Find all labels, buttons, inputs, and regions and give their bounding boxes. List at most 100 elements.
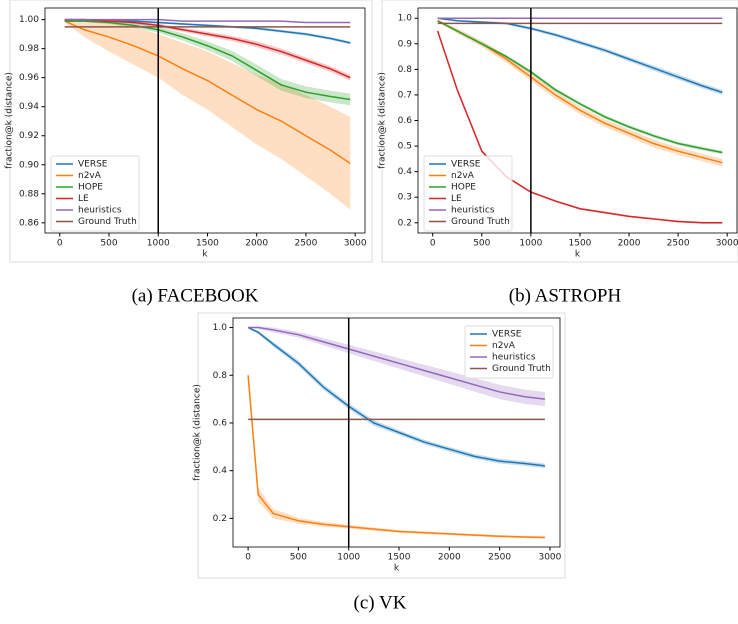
x-tick-label: 500 [100,239,117,249]
legend-label: n2vA [451,171,475,181]
x-tick-label: 2500 [488,553,511,563]
error-band [207,51,233,128]
error-band [281,83,306,177]
legend-label: VERSE [451,160,481,170]
series-line [64,20,351,164]
y-tick-label: 0.3 [398,193,412,203]
y-tick-label: 0.90 [19,160,39,170]
series-line [64,20,351,101]
series-line [64,18,351,79]
x-tick-label: 0 [430,239,436,249]
caption: (a) FACEBOOK [132,285,259,306]
y-tick-label: 0.92 [19,131,39,141]
y-tick-label: 0.2 [398,218,412,228]
x-tick-label: 3000 [538,553,561,563]
y-tick-label: 0.88 [19,189,39,199]
y-tick-label: 1.0 [398,14,413,24]
series-line [247,326,545,467]
x-tick-label: 2500 [667,239,690,249]
error-band [133,26,159,78]
legend-label: HOPE [451,183,476,193]
x-axis-label: k [394,564,400,574]
error-band [273,508,299,524]
y-axis-label: fraction@k (distance) [5,72,15,169]
x-tick-label: 2000 [245,239,268,249]
x-tick-label: 2000 [618,239,641,249]
x-tick-label: 2000 [438,553,461,563]
y-tick-label: 1.00 [19,15,39,25]
y-tick-label: 0.8 [398,65,413,75]
plot-area [247,326,545,539]
x-tick-label: 1500 [569,239,592,249]
x-tick-label: 1500 [388,553,411,563]
x-tick-label: 500 [473,239,490,249]
plot-frame [232,317,561,548]
x-tick-label: 3000 [716,239,738,249]
caption: (b) ASTROPH [509,285,622,306]
x-tick-label: 1000 [147,239,170,249]
legend-label: HOPE [78,183,103,193]
legend-label: Ground Truth [78,217,137,227]
x-tick-label: 3000 [344,239,367,249]
legend-label: LE [78,194,89,204]
series-line [64,18,351,24]
legend-label: heuristics [492,353,536,363]
figure-frame [381,0,738,263]
legend-label: n2vA [78,171,102,181]
y-tick-label: 0.2 [213,514,227,524]
legend-box [464,325,554,379]
error-band [84,22,109,52]
error-band [232,63,257,145]
x-tick-label: 0 [245,553,251,563]
error-band [330,106,351,210]
error-band [305,95,331,194]
x-tick-label: 1500 [196,239,219,249]
series-line [436,30,723,224]
plot-area [64,18,351,210]
error-band [109,22,134,65]
legend-label: heuristics [451,206,495,216]
legend-label: n2vA [492,341,516,351]
legend-label: LE [451,194,462,204]
y-tick-label: 0.9 [398,39,413,49]
legend-label: VERSE [492,330,522,340]
caption: (c) VK [354,592,407,613]
x-tick-label: 500 [290,553,307,563]
y-tick-label: 0.6 [398,116,413,126]
legend-label: Ground Truth [451,217,510,227]
y-tick-label: 1.0 [213,323,228,333]
y-tick-label: 0.96 [19,73,39,83]
y-tick-label: 0.86 [19,218,39,228]
y-axis-label: fraction@k (distance) [378,72,388,169]
series-line [248,326,545,400]
y-tick-label: 0.7 [398,90,412,100]
legend-label: VERSE [78,160,108,170]
series-line [247,375,545,539]
y-tick-label: 0.94 [19,102,39,112]
x-tick-label: 1000 [337,553,360,563]
y-tick-label: 0.4 [398,167,413,177]
y-tick-label: 0.98 [19,44,39,54]
x-tick-label: 0 [57,239,63,249]
legend-label: Ground Truth [492,364,551,374]
y-tick-label: 0.4 [213,466,228,476]
legend-label: heuristics [78,206,122,216]
series-line [437,17,723,94]
y-tick-label: 0.6 [213,418,228,428]
y-axis-label: fraction@k (distance) [193,384,203,481]
x-tick-label: 1000 [519,239,542,249]
error-band [182,42,208,110]
x-axis-label: k [202,250,208,260]
error-band [256,74,282,159]
figure-frame [9,0,373,263]
error-band [158,34,183,96]
plot-area [436,17,723,224]
figure-frame [197,312,566,579]
y-tick-label: 0.5 [398,142,412,152]
x-axis-label: k [575,250,581,260]
series-line [437,20,723,154]
x-tick-label: 2500 [294,239,317,249]
y-tick-label: 0.8 [213,371,228,381]
